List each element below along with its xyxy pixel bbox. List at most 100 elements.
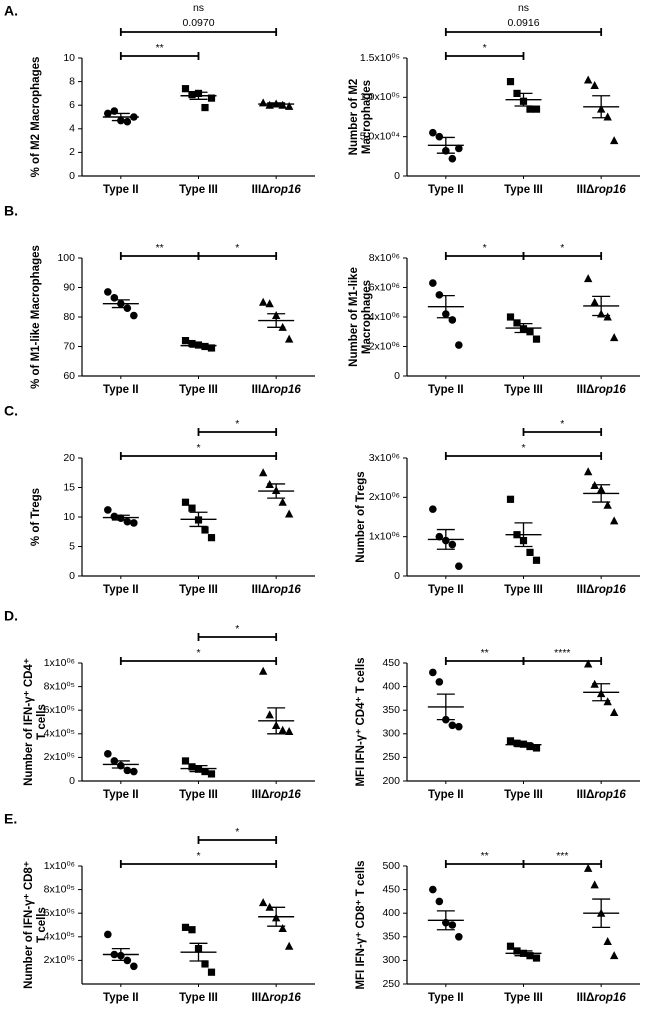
significance-label: * — [235, 242, 239, 254]
y-tick-label: 6 — [69, 99, 75, 111]
data-point — [603, 937, 612, 946]
significance-label: * — [196, 850, 200, 862]
data-point — [526, 548, 534, 556]
x-tick-label: Type II — [428, 584, 464, 596]
sem-bar — [189, 511, 208, 528]
y-tick-label: 3x10⁰⁶ — [369, 452, 400, 464]
y-axis-label: % of Tregs — [30, 488, 42, 546]
significance-bracket — [119, 657, 278, 665]
y-axis-label: % of M1-like Macrophages — [30, 245, 42, 389]
x-tick-label: IIIΔrop16 — [577, 384, 627, 396]
data-point — [123, 517, 132, 526]
y-tick-label: 80 — [63, 311, 75, 323]
y-tick-label: 10 — [63, 511, 75, 523]
y-tick-label: 0 — [69, 170, 75, 182]
y-tick-label: 350 — [382, 704, 400, 716]
data-point — [526, 328, 534, 336]
data-point — [609, 951, 619, 960]
x-tick-label: IIIΔrop16 — [252, 992, 302, 1004]
data-point — [435, 132, 444, 141]
sem-bar — [514, 950, 533, 957]
data-point — [532, 335, 541, 343]
y-tick-label: 400 — [382, 907, 400, 919]
data-point — [532, 556, 541, 564]
y-axis-label: Macrophages — [361, 280, 373, 354]
sem-bar — [189, 942, 208, 962]
panel-label: C. — [4, 403, 18, 419]
data-point — [104, 288, 112, 296]
y-tick-label: 2x10⁰⁶ — [369, 340, 400, 352]
x-tick-label: Type III — [504, 184, 543, 196]
x-tick-label: IIIΔrop16 — [577, 992, 627, 1004]
significance-bracket — [444, 452, 603, 460]
significance-bracket — [522, 860, 603, 868]
significance-label: * — [521, 442, 525, 454]
significance-label: * — [235, 826, 239, 838]
data-point — [201, 526, 209, 534]
y-tick-label: 300 — [382, 728, 400, 740]
y-axis-label: Number of M1-like — [348, 267, 360, 367]
sem-bar — [267, 102, 286, 106]
data-point — [130, 767, 138, 776]
data-point — [207, 534, 216, 542]
significance-label: *** — [556, 850, 568, 862]
y-tick-label: 20 — [63, 452, 75, 464]
data-point — [609, 516, 619, 525]
significance-label: * — [560, 242, 564, 254]
significance-label: * — [235, 623, 239, 635]
data-point — [104, 506, 112, 514]
y-tick-label: 4x10⁰⁵ — [44, 931, 75, 943]
x-tick-label: Type III — [179, 184, 218, 196]
data-point — [532, 105, 541, 113]
data-point — [104, 750, 112, 758]
sem-bar — [514, 522, 533, 548]
y-axis-label: T cells — [36, 907, 48, 943]
data-point — [284, 941, 294, 950]
data-point — [603, 500, 612, 509]
data-point — [603, 112, 612, 121]
y-tick-label: 1x10⁰⁶ — [44, 860, 75, 872]
panel-label: A. — [4, 3, 18, 19]
x-tick-label: Type III — [179, 584, 218, 596]
y-tick-label: 5.0x10⁰⁴ — [360, 130, 400, 142]
y-tick-label: 1.0x10⁰⁵ — [360, 91, 400, 103]
data-point — [455, 144, 463, 153]
sem-bar — [189, 91, 208, 100]
significance-bracket — [522, 428, 603, 436]
significance-bracket — [444, 52, 525, 60]
x-tick-label: Type III — [504, 992, 543, 1004]
data-point — [258, 666, 268, 675]
y-tick-label: 8x10⁰⁶ — [369, 252, 400, 264]
sem-bar — [111, 514, 130, 521]
x-tick-label: Type II — [103, 584, 139, 596]
significance-bracket — [197, 633, 278, 641]
y-tick-label: 10 — [63, 52, 75, 64]
data-point — [429, 279, 437, 287]
significance-label: ** — [156, 242, 164, 254]
significance-label: **** — [554, 647, 570, 659]
sem-bar — [189, 343, 208, 348]
significance-bracket — [119, 452, 278, 460]
panel-label: E. — [4, 811, 17, 827]
y-tick-label: 8x10⁰⁵ — [44, 883, 75, 895]
data-point — [513, 319, 521, 327]
data-point — [181, 498, 190, 506]
significance-label: ns — [193, 2, 204, 14]
y-tick-label: 200 — [382, 775, 400, 787]
significance-label: * — [483, 42, 487, 54]
data-point — [506, 313, 515, 321]
data-point — [284, 334, 294, 343]
significance-label: * — [560, 418, 564, 430]
data-point — [506, 78, 515, 86]
data-point — [448, 721, 457, 730]
data-point — [201, 103, 209, 112]
y-tick-label: 0 — [394, 570, 400, 582]
data-point — [188, 926, 196, 934]
data-point — [278, 924, 287, 933]
x-tick-label: Type III — [504, 584, 543, 596]
x-tick-label: Type III — [504, 384, 543, 396]
data-point — [455, 562, 463, 570]
sem-bar — [436, 528, 455, 550]
data-point — [278, 725, 287, 734]
